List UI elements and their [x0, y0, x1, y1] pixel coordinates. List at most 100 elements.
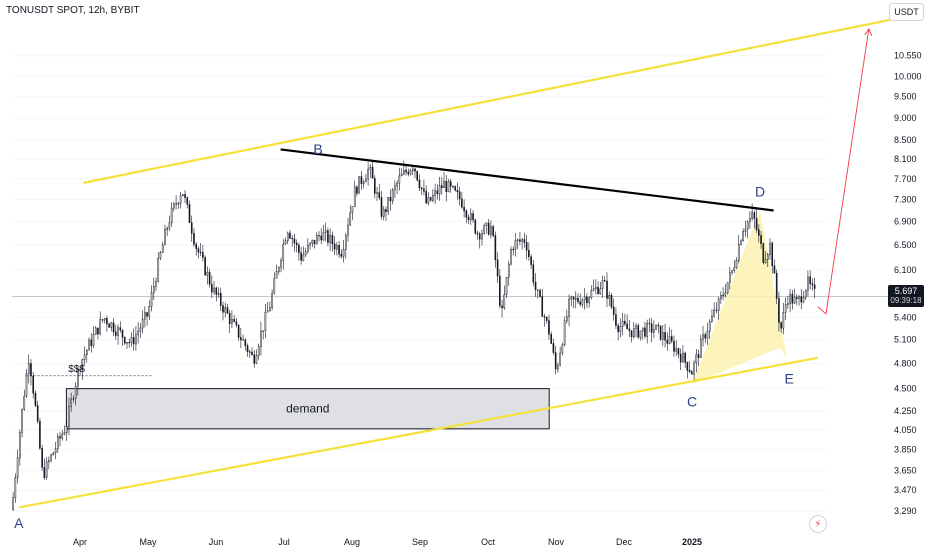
time-tick-label: Dec	[616, 537, 633, 547]
candle-body	[222, 305, 224, 313]
candle-body	[579, 301, 582, 305]
candle-body	[385, 209, 387, 213]
candle-body	[603, 280, 606, 282]
price-tick-label: 4.050	[894, 425, 917, 435]
candle-body	[273, 277, 276, 294]
candle-body	[425, 191, 427, 204]
candle-body	[353, 186, 356, 207]
time-axis[interactable]: Apr May Jun Jul Aug Sep Oct Nov Dec 2025	[73, 537, 702, 547]
candle-body	[574, 297, 577, 300]
candle-body	[735, 260, 738, 269]
candle-body	[624, 320, 626, 325]
candle-body	[161, 244, 164, 253]
candle-body	[103, 318, 106, 321]
candle-body	[570, 296, 573, 300]
candle-body	[505, 276, 508, 295]
candle-body	[152, 285, 155, 294]
candle-body	[778, 298, 780, 323]
candle-body	[795, 297, 798, 299]
candle-body	[592, 288, 595, 291]
current-price-badge: 5.697 09:39:18	[888, 285, 924, 307]
candle-body	[516, 239, 519, 241]
candle-body	[637, 325, 640, 338]
candle-body	[235, 321, 238, 326]
candle-body	[360, 176, 363, 184]
candle-body	[485, 222, 488, 226]
candle-body	[63, 432, 66, 435]
candle-body	[463, 206, 465, 212]
time-tick-label: Jun	[209, 537, 224, 547]
resistance-line	[280, 148, 774, 212]
candle-body	[764, 259, 767, 263]
candle-body	[720, 295, 722, 300]
candle-body	[429, 197, 432, 201]
candle-body	[472, 213, 474, 221]
candle-body	[251, 351, 253, 355]
candle-body	[302, 254, 305, 261]
candle-body	[528, 250, 530, 257]
time-tick-label: May	[139, 537, 157, 547]
candle-body	[773, 265, 776, 274]
price-axis[interactable]: 10.550 10.000 9.500 9.000 8.500 8.100 7.700 7.3…	[894, 51, 922, 516]
candle-body	[139, 327, 142, 332]
candle-body	[559, 352, 561, 366]
candle-body	[177, 203, 180, 205]
candle-body	[452, 186, 454, 188]
candle-body	[512, 248, 515, 251]
currency-button[interactable]: USDT	[889, 3, 924, 21]
point-label-e: E	[785, 370, 794, 386]
candle-body	[309, 242, 311, 246]
candle-body	[427, 197, 430, 204]
candle-body	[548, 320, 550, 335]
point-label-b: B	[313, 141, 322, 157]
candle-body	[755, 218, 758, 230]
candle-body	[586, 296, 588, 304]
candle-body	[758, 229, 760, 236]
candle-body	[340, 253, 343, 257]
candle-body	[269, 307, 271, 312]
lightning-icon[interactable]: ⚡	[809, 515, 827, 533]
symbol-title: TONUSDT SPOT, 12h, BYBIT	[6, 5, 140, 16]
candle-body	[271, 292, 273, 308]
current-price-value: 5.697	[894, 286, 918, 296]
demand-zone-label: demand	[286, 402, 329, 416]
candle-body	[121, 329, 124, 338]
candle-body	[686, 361, 689, 371]
candle-body	[342, 249, 345, 257]
candle-body	[264, 311, 267, 331]
candle-body	[155, 280, 157, 287]
candle-body	[389, 196, 392, 202]
candle-body	[226, 307, 229, 314]
candle-body	[530, 256, 532, 265]
candle-body	[166, 227, 168, 230]
candle-body	[12, 497, 14, 511]
candle-body	[572, 296, 575, 300]
price-tick-label: 9.500	[894, 92, 917, 102]
candle-body	[503, 294, 506, 309]
candle-body	[311, 239, 314, 244]
candle-body	[405, 169, 407, 173]
candle-body	[708, 321, 711, 332]
candle-body	[157, 257, 160, 282]
candle-body	[32, 375, 35, 394]
candle-body	[679, 353, 682, 363]
candle-body	[733, 267, 736, 271]
price-tick-label: 10.000	[894, 72, 922, 82]
candle-body	[521, 239, 523, 242]
candle-body	[356, 186, 358, 194]
candle-body	[552, 343, 555, 353]
candle-body	[175, 203, 177, 205]
candles	[12, 160, 816, 511]
price-tick-label: 7.300	[894, 195, 917, 205]
trendlines[interactable]	[18, 17, 897, 509]
candle-body	[123, 336, 126, 344]
candle-body	[237, 324, 240, 338]
upper-channel-line	[83, 17, 897, 184]
candle-body	[630, 330, 633, 338]
candle-body	[195, 244, 197, 249]
price-tick-label: 6.900	[894, 217, 917, 227]
candle-body	[382, 209, 385, 217]
time-tick-label: Oct	[481, 537, 496, 547]
